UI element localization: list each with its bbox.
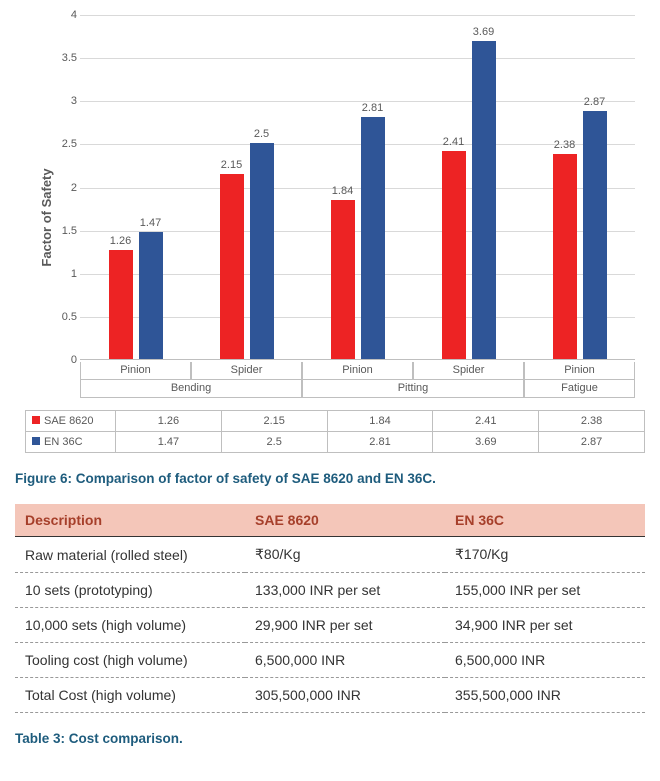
table-cell: 6,500,000 INR [245, 643, 445, 678]
bar [553, 154, 577, 359]
legend-value-cell: 2.41 [433, 411, 539, 432]
bar [220, 174, 244, 359]
legend-value-cell: 2.15 [221, 411, 327, 432]
bar [250, 143, 274, 359]
x-subcategory-label: Pinion [342, 364, 373, 376]
x-group-label: Bending [171, 382, 211, 394]
legend-value-cell: 2.81 [327, 432, 433, 453]
table-header-cell: Description [15, 504, 245, 537]
chart-data-table: SAE 86201.262.151.842.412.38EN 36C1.472.… [25, 410, 645, 453]
table-row: 10,000 sets (high volume)29,900 INR per … [15, 608, 645, 643]
table-cell: 305,500,000 INR [245, 678, 445, 713]
table-cell: Tooling cost (high volume) [15, 643, 245, 678]
y-tick-label: 1.5 [55, 225, 77, 237]
x-subcategory-label: Pinion [120, 364, 151, 376]
bar-value-label: 2.87 [575, 96, 615, 108]
bar [442, 151, 466, 359]
table-header-row: DescriptionSAE 8620EN 36C [15, 504, 645, 537]
table-cell: 29,900 INR per set [245, 608, 445, 643]
legend-value-cell: 1.47 [116, 432, 222, 453]
bar-value-label: 3.69 [464, 26, 504, 38]
table-cell: 155,000 INR per set [445, 573, 645, 608]
y-tick-label: 0.5 [55, 311, 77, 323]
x-subcategory-label: Spider [231, 364, 263, 376]
grid-line [80, 15, 635, 16]
table-cell: 6,500,000 INR [445, 643, 645, 678]
legend-series-name: EN 36C [44, 436, 83, 448]
table-cell: Total Cost (high volume) [15, 678, 245, 713]
table-row: Total Cost (high volume)305,500,000 INR3… [15, 678, 645, 713]
table-row: Raw material (rolled steel)₹80/Kg₹170/Kg [15, 537, 645, 573]
bar-value-label: 1.26 [101, 235, 141, 247]
table-cell: 10,000 sets (high volume) [15, 608, 245, 643]
table-cell: 10 sets (prototyping) [15, 573, 245, 608]
bar [472, 41, 496, 359]
bar [583, 111, 607, 359]
table-row: Tooling cost (high volume)6,500,000 INR6… [15, 643, 645, 678]
y-tick-label: 3 [55, 95, 77, 107]
bar-value-label: 2.38 [545, 139, 585, 151]
table-caption: Table 3: Cost comparison. [15, 731, 645, 746]
legend-value-cell: 3.69 [433, 432, 539, 453]
x-group-label: Pitting [398, 382, 429, 394]
legend-row: SAE 8620 1.262.151.842.412.38 [26, 411, 645, 432]
y-axis-label: Factor of Safety [39, 168, 54, 266]
table-cell: ₹80/Kg [245, 537, 445, 573]
table-header-cell: SAE 8620 [245, 504, 445, 537]
bar-value-label: 2.15 [212, 159, 252, 171]
bar [109, 250, 133, 359]
legend-series-name: SAE 8620 [44, 415, 94, 427]
chart-plot-area: 1.26 1.47 2.15 2.5 1.84 2.81 2.41 3.69 2.38 2.87 [80, 15, 635, 360]
legend-value-cell: 2.87 [539, 432, 645, 453]
bar-value-label: 2.81 [353, 102, 393, 114]
bar [361, 117, 385, 359]
table-cell: ₹170/Kg [445, 537, 645, 573]
x-subcategory-label: Spider [453, 364, 485, 376]
table-cell: Raw material (rolled steel) [15, 537, 245, 573]
legend-value-cell: 2.5 [221, 432, 327, 453]
table-row: 10 sets (prototyping)133,000 INR per set… [15, 573, 645, 608]
bar-value-label: 1.47 [131, 217, 171, 229]
y-tick-label: 2 [55, 182, 77, 194]
cost-comparison-table: DescriptionSAE 8620EN 36CRaw material (r… [15, 504, 645, 713]
bar-value-label: 2.41 [434, 136, 474, 148]
x-group-label: Fatigue [561, 382, 598, 394]
figure-caption: Figure 6: Comparison of factor of safety… [15, 471, 645, 486]
legend-row: EN 36C 1.472.52.813.692.87 [26, 432, 645, 453]
table-cell: 34,900 INR per set [445, 608, 645, 643]
y-tick-label: 3.5 [55, 52, 77, 64]
legend-value-cell: 1.84 [327, 411, 433, 432]
x-subcategory-label: Pinion [564, 364, 595, 376]
bar-value-label: 2.5 [242, 128, 282, 140]
table-cell: 133,000 INR per set [245, 573, 445, 608]
legend-value-cell: 1.26 [116, 411, 222, 432]
y-tick-label: 4 [55, 9, 77, 21]
table-header-cell: EN 36C [445, 504, 645, 537]
bar [139, 232, 163, 359]
factor-of-safety-chart: Factor of Safety 1.26 1.47 2.15 2.5 1.84 2.81… [15, 10, 645, 410]
legend-value-cell: 2.38 [539, 411, 645, 432]
y-tick-label: 1 [55, 268, 77, 280]
y-tick-label: 0 [55, 354, 77, 366]
bar-value-label: 1.84 [323, 185, 363, 197]
bar [331, 200, 355, 359]
y-tick-label: 2.5 [55, 138, 77, 150]
legend-swatch [32, 416, 40, 424]
grid-line [80, 58, 635, 59]
legend-swatch [32, 437, 40, 445]
table-cell: 355,500,000 INR [445, 678, 645, 713]
